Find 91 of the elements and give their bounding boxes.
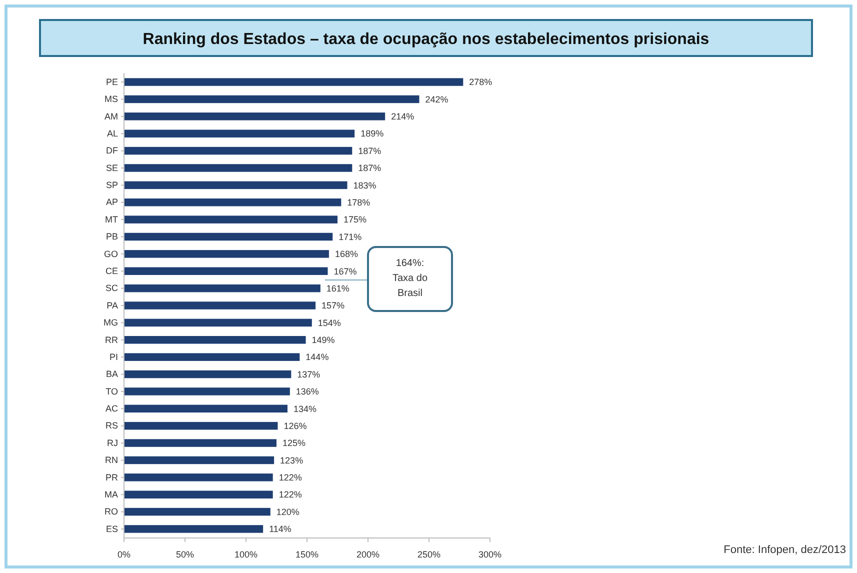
y-tick-label: BA [106,369,118,380]
bar [124,78,464,86]
y-tick-label: RN [105,455,118,466]
bar [124,267,328,275]
data-label: 120% [276,506,300,517]
y-tick-label: CE [105,266,118,276]
x-tick-label: 200% [356,550,380,560]
y-tick-label: SE [106,162,118,173]
bar [124,353,300,361]
y-tick-label: GO [104,248,118,259]
bar [124,250,329,258]
bar [124,525,264,533]
data-label: 178% [347,198,370,208]
data-label: 157% [322,300,345,311]
y-tick-label: ES [106,524,118,534]
data-label: 187% [358,146,382,156]
y-tick-label: RO [104,506,118,517]
bar [124,181,348,190]
data-label: 175% [344,214,367,225]
bar [124,422,278,430]
y-tick-label: PA [106,300,118,310]
bar [124,130,355,138]
bar [124,198,342,206]
data-label: 122% [278,472,302,483]
data-label: 214% [391,112,414,122]
y-tick-label: PB [106,232,118,242]
data-label: 278% [469,77,492,88]
bar [124,508,270,516]
data-label: 171% [338,232,362,242]
y-tick-label: PI [109,352,118,362]
chart-title: Ranking dos Estados – taxa de ocupação nos estabelecimentos prisionais [142,31,710,48]
y-tick-label: SC [105,283,118,294]
data-label: 134% [293,404,317,414]
y-tick-label: TO [106,386,118,396]
y-tick-label: SP [106,180,118,190]
bar [124,474,273,482]
data-label: 242% [425,94,448,104]
bar [124,388,290,396]
bar [124,456,274,464]
annotation: 164%: Taxa do Brasil [392,258,428,299]
x-tick-label: 100% [234,550,258,560]
bar [124,336,306,344]
y-tick-label: AM [104,111,118,122]
bar [124,112,386,120]
bar [124,216,338,224]
y-tick-label: AP [106,197,118,208]
data-label: 137% [297,369,320,380]
y-tick-label: RJ [107,438,118,448]
data-label: 144% [306,352,329,362]
data-label: 183% [353,180,376,190]
data-label: 114% [269,524,292,534]
data-label: 149% [312,335,335,346]
source-note: Fonte: Infopen, dez/2013 [724,544,846,556]
data-label: 168% [334,249,358,260]
data-label: 187% [358,163,382,174]
y-tick-label: AC [105,404,118,414]
y-tick-label: MS [104,94,118,104]
y-tick-label: RS [105,420,118,431]
bar [124,490,273,498]
bar [124,404,288,413]
y-tick-label: RR [105,334,118,345]
bar [124,302,316,310]
y-tick-label: MT [105,214,118,224]
data-label: 161% [326,283,350,294]
data-label: 122% [278,490,302,500]
x-tick-label: 300% [478,550,502,560]
x-tick-label: 0% [117,550,131,560]
bar [124,146,352,155]
bar [124,439,276,447]
y-tick-label: MA [104,489,118,500]
data-label: 126% [284,420,307,431]
data-label: 123% [280,455,304,466]
x-tick-label: 50% [176,550,194,560]
data-label: 189% [360,128,384,139]
y-tick-label: PR [105,472,118,482]
y-tick-label: AL [106,128,118,138]
bar [124,232,333,241]
bar [124,95,420,104]
data-label: 136% [296,386,319,397]
bar [124,318,312,327]
y-tick-label: DF [106,146,118,156]
data-label: 154% [318,318,341,328]
data-label: 125% [282,438,306,448]
bar [124,284,320,292]
y-tick-label: PE [106,76,118,87]
data-label: 167% [334,266,357,276]
bar [124,370,292,378]
x-tick-label: 250% [417,550,441,560]
bar [124,164,352,172]
x-tick-label: 150% [295,550,319,560]
y-tick-label: MG [104,318,118,328]
